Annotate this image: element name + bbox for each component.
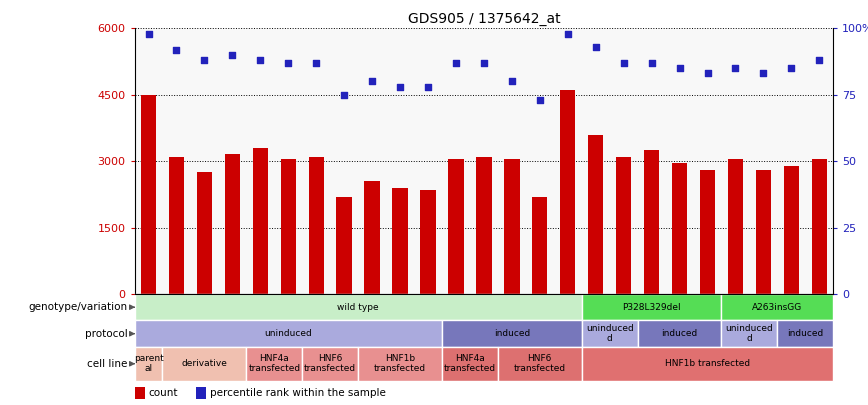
Point [505, 78, 519, 85]
Point [281, 60, 295, 66]
Bar [616, 157, 631, 294]
Bar [582, 347, 833, 381]
Bar [582, 320, 638, 347]
Point [337, 92, 351, 98]
Bar [756, 170, 771, 294]
Bar [135, 347, 162, 381]
Text: induced: induced [787, 329, 824, 338]
Bar [784, 166, 799, 294]
Text: induced: induced [661, 329, 698, 338]
Bar [365, 181, 380, 294]
Bar [135, 294, 582, 320]
Text: derivative: derivative [181, 359, 227, 368]
Point [561, 30, 575, 37]
Point [785, 65, 799, 71]
Point [141, 30, 155, 37]
Bar [225, 154, 240, 294]
Text: uninduced: uninduced [265, 329, 312, 338]
Text: uninduced
d: uninduced d [726, 324, 773, 343]
Text: HNF1b transfected: HNF1b transfected [665, 359, 750, 368]
Text: genotype/variation: genotype/variation [29, 302, 128, 312]
Bar [442, 320, 582, 347]
Bar [392, 188, 408, 294]
Bar [727, 159, 743, 294]
Text: A263insGG: A263insGG [753, 303, 803, 312]
Point [477, 60, 491, 66]
Bar [302, 347, 358, 381]
Point [365, 78, 379, 85]
Point [533, 97, 547, 103]
Text: HNF4a
transfected: HNF4a transfected [444, 354, 496, 373]
Point [197, 57, 212, 64]
Bar [135, 387, 145, 399]
Point [812, 57, 826, 64]
Point [589, 44, 602, 50]
Point [169, 46, 183, 53]
Point [253, 57, 267, 64]
Text: HNF6
transfected: HNF6 transfected [304, 354, 356, 373]
Bar [721, 294, 833, 320]
Bar [721, 320, 778, 347]
Bar [195, 387, 207, 399]
Point [700, 70, 714, 77]
Bar [504, 159, 520, 294]
Point [728, 65, 742, 71]
Text: HNF4a
transfected: HNF4a transfected [248, 354, 300, 373]
Bar [442, 347, 498, 381]
Bar [672, 163, 687, 294]
Bar [532, 196, 548, 294]
Point [449, 60, 463, 66]
Bar [644, 150, 660, 294]
Text: uninduced
d: uninduced d [586, 324, 634, 343]
Bar [778, 320, 833, 347]
Bar [308, 157, 324, 294]
Bar [162, 347, 247, 381]
Bar [498, 347, 582, 381]
Bar [477, 157, 491, 294]
Point [421, 83, 435, 90]
Bar [197, 172, 212, 294]
Bar [582, 294, 721, 320]
Text: percentile rank within the sample: percentile rank within the sample [210, 388, 385, 398]
Text: HNF1b
transfected: HNF1b transfected [374, 354, 426, 373]
Bar [812, 159, 827, 294]
Point [617, 60, 631, 66]
Text: induced: induced [494, 329, 530, 338]
Text: HNF6
transfected: HNF6 transfected [514, 354, 566, 373]
Point [309, 60, 323, 66]
Point [226, 52, 240, 58]
Text: parent
al: parent al [134, 354, 163, 373]
Text: count: count [148, 388, 178, 398]
Bar [700, 170, 715, 294]
Bar [253, 148, 268, 294]
Bar [638, 320, 721, 347]
Point [673, 65, 687, 71]
Bar [337, 196, 352, 294]
Text: wild type: wild type [338, 303, 379, 312]
Title: GDS905 / 1375642_at: GDS905 / 1375642_at [408, 12, 560, 26]
Point [756, 70, 771, 77]
Text: cell line: cell line [87, 359, 128, 369]
Point [645, 60, 659, 66]
Bar [135, 320, 442, 347]
Bar [588, 134, 603, 294]
Point [393, 83, 407, 90]
Bar [280, 159, 296, 294]
Bar [560, 90, 575, 294]
Bar [247, 347, 302, 381]
Text: P328L329del: P328L329del [622, 303, 681, 312]
Bar [141, 95, 156, 294]
Bar [168, 157, 184, 294]
Text: protocol: protocol [85, 329, 128, 339]
Bar [358, 347, 442, 381]
Bar [448, 159, 464, 294]
Bar [420, 190, 436, 294]
